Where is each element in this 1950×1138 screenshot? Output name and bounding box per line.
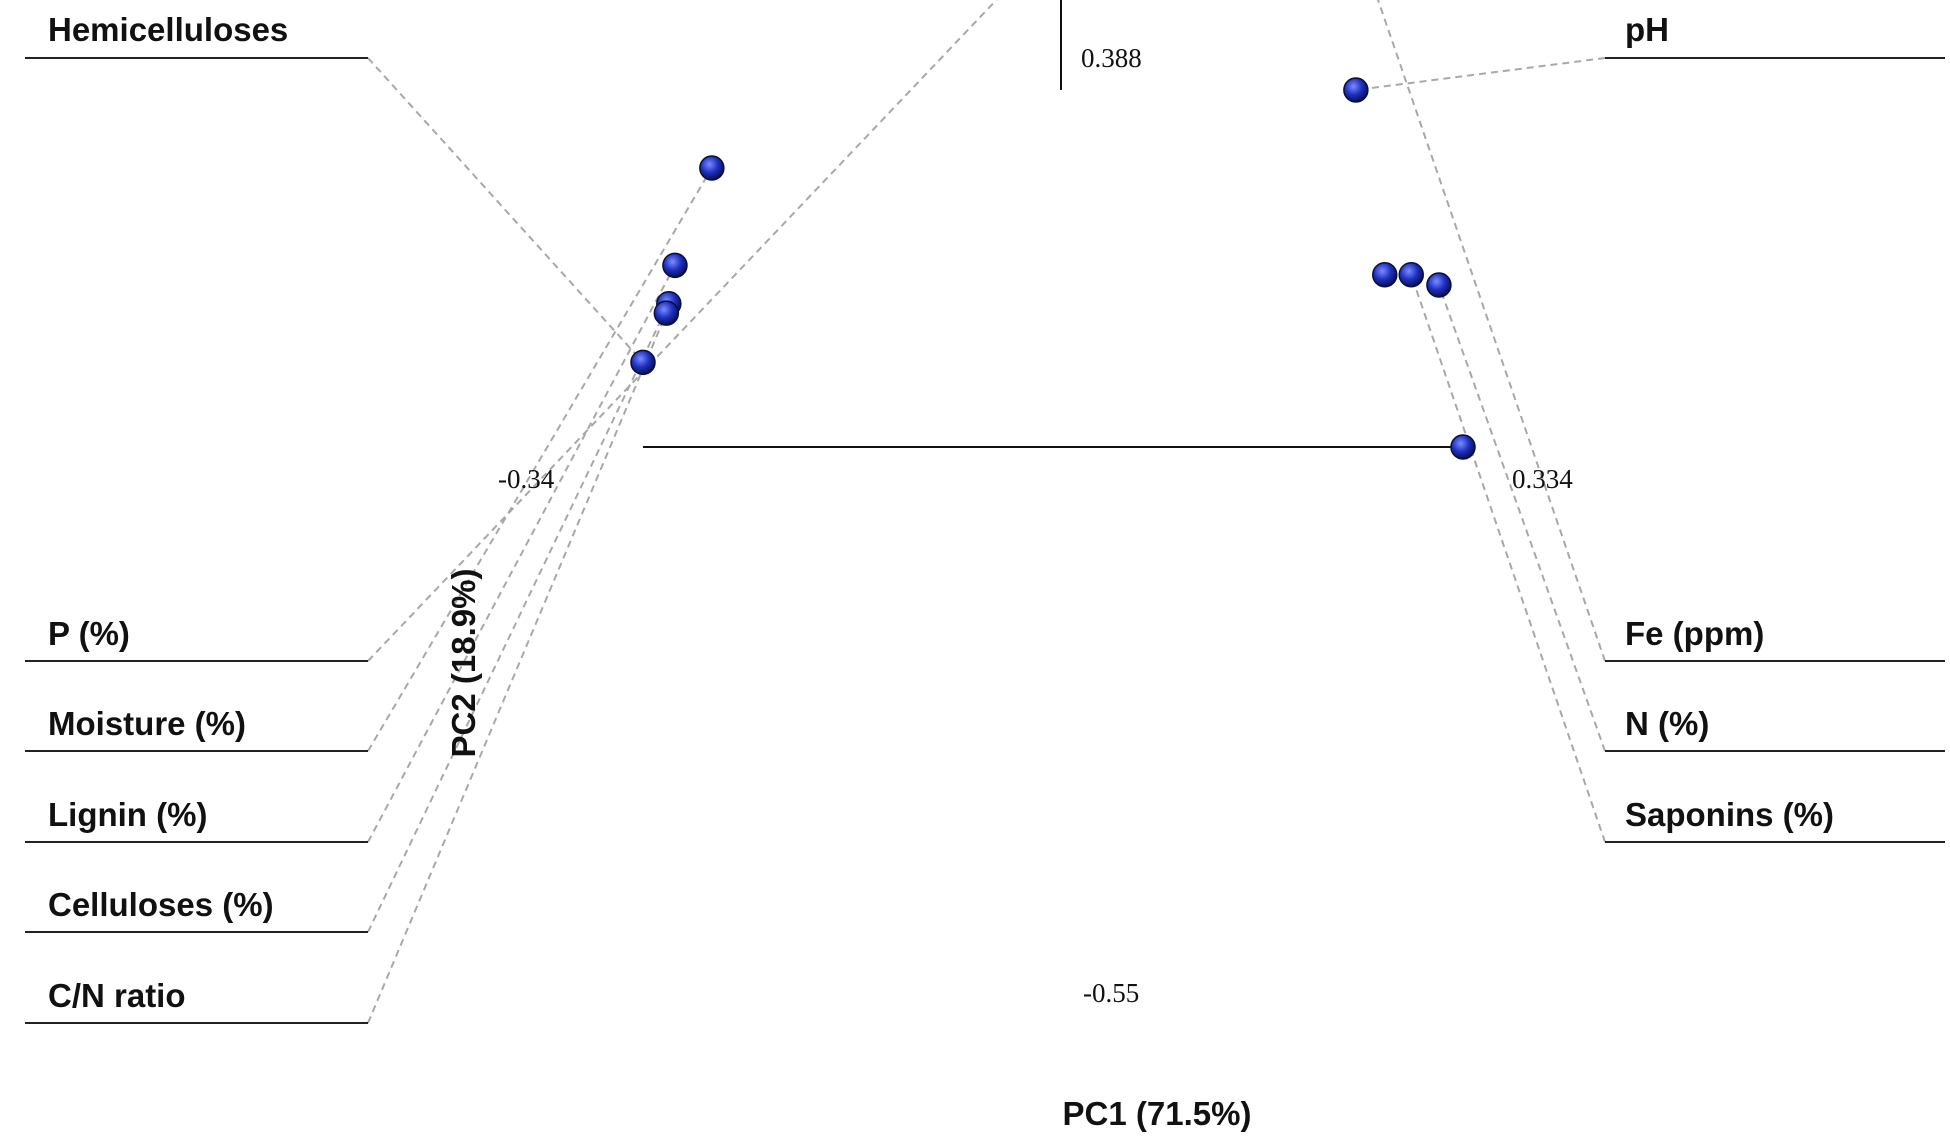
label-underlines (25, 57, 1945, 1024)
point-label: Celluloses (%) (48, 886, 274, 923)
point-label: Lignin (%) (48, 796, 207, 833)
point-label: Fe (ppm) (1625, 615, 1764, 652)
point-label: C/N ratio (48, 977, 186, 1014)
y-min-tick: -0.55 (1083, 978, 1139, 1008)
data-point (1343, 77, 1369, 103)
leader-line (1437, 284, 1606, 752)
data-point (1372, 261, 1398, 288)
x-max-tick: 0.334 (1512, 464, 1573, 494)
leader-line (367, 264, 676, 843)
y-axis-title: PC2 (18.9%) (445, 569, 482, 758)
data-point (1426, 272, 1452, 298)
point-label: pH (1625, 11, 1669, 48)
data-point (630, 349, 656, 376)
point-label: Moisture (%) (48, 705, 246, 742)
leader-line (1355, 57, 1606, 91)
data-points (630, 77, 1476, 460)
point-label: P (%) (48, 615, 130, 652)
point-labels: Hemicelluloses pH P (%) Moisture (%) Lignin … (48, 11, 1834, 1014)
data-point (1398, 261, 1424, 288)
leader-line (367, 167, 713, 752)
data-point (699, 155, 725, 181)
leader-line (1410, 274, 1606, 843)
y-max-tick: 0.388 (1081, 43, 1142, 73)
axes (643, 0, 1463, 448)
point-label: Saponins (%) (1625, 796, 1834, 833)
x-min-tick: -0.34 (498, 464, 555, 494)
point-label: N (%) (1625, 705, 1709, 742)
data-point (653, 300, 680, 326)
data-point (662, 252, 688, 279)
leader-line (367, 57, 644, 364)
point-label: Hemicelluloses (48, 11, 288, 48)
leader-lines (367, 0, 1606, 1024)
leader-line (367, 303, 670, 933)
leader-line (1377, 0, 1606, 662)
leader-line (367, 312, 668, 1024)
data-point (1450, 434, 1476, 460)
x-axis-title: PC1 (71.5%) (1063, 1095, 1252, 1132)
leader-line (367, 0, 998, 662)
